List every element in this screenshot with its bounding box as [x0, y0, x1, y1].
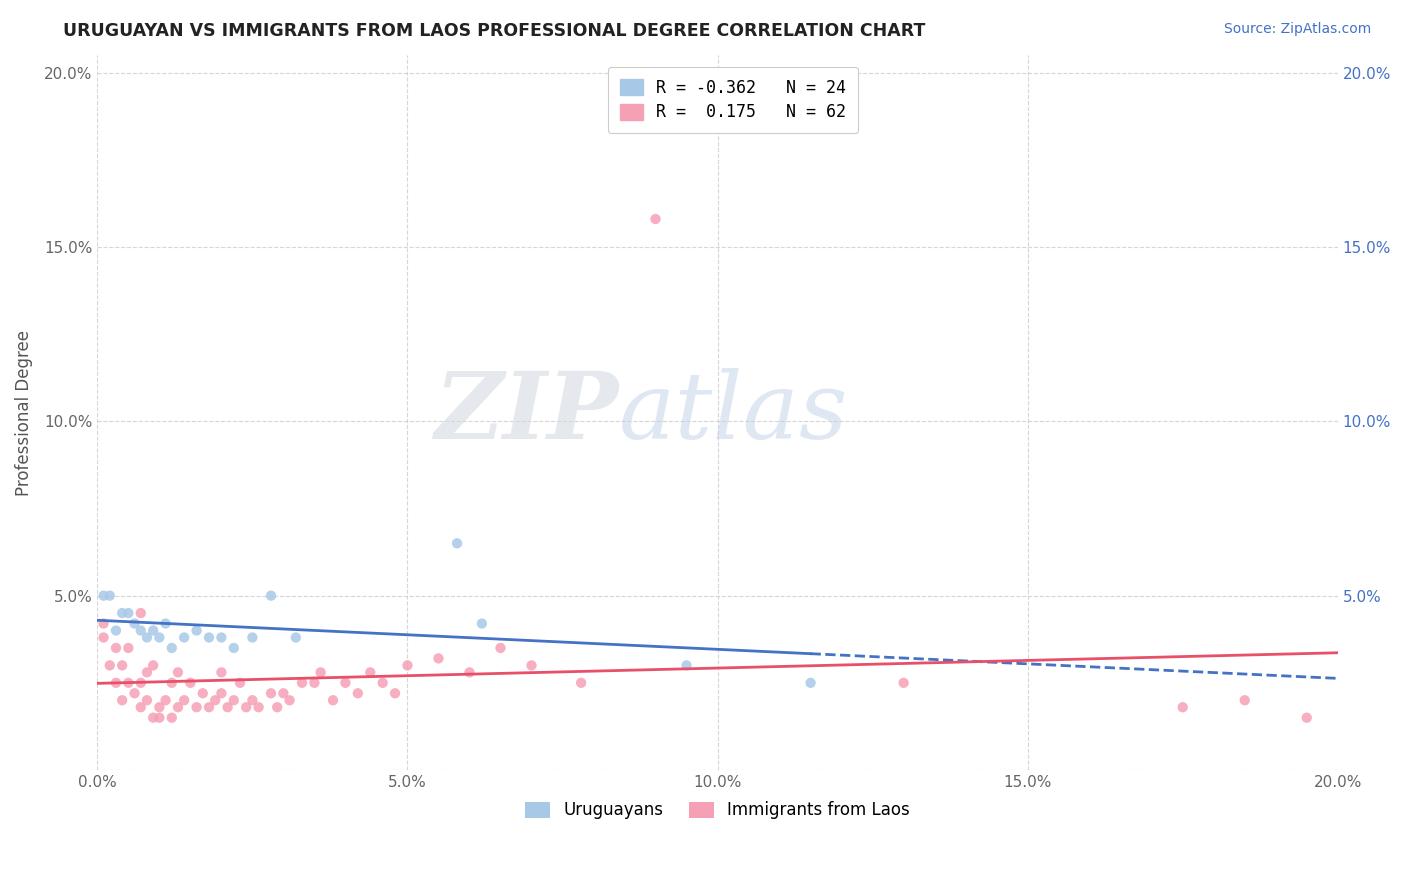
Legend: Uruguayans, Immigrants from Laos: Uruguayans, Immigrants from Laos — [519, 795, 917, 826]
Point — [446, 536, 468, 550]
Point — [186, 700, 208, 714]
Point — [273, 686, 295, 700]
Point — [242, 631, 264, 645]
Point — [124, 686, 146, 700]
Point — [209, 631, 232, 645]
Point — [129, 624, 152, 638]
Point — [371, 675, 394, 690]
Point — [304, 675, 326, 690]
Point — [800, 675, 823, 690]
Point — [198, 631, 221, 645]
Point — [222, 640, 245, 655]
Point — [129, 606, 152, 620]
Point — [260, 686, 283, 700]
Point — [217, 700, 239, 714]
Point — [155, 693, 177, 707]
Point — [155, 616, 177, 631]
Point — [142, 658, 165, 673]
Point — [198, 700, 221, 714]
Point — [117, 675, 139, 690]
Point — [111, 693, 134, 707]
Text: atlas: atlas — [619, 368, 848, 458]
Point — [675, 658, 697, 673]
Point — [1171, 700, 1194, 714]
Point — [148, 631, 170, 645]
Point — [179, 675, 201, 690]
Point — [235, 700, 257, 714]
Text: Source: ZipAtlas.com: Source: ZipAtlas.com — [1223, 22, 1371, 37]
Point — [893, 675, 915, 690]
Text: URUGUAYAN VS IMMIGRANTS FROM LAOS PROFESSIONAL DEGREE CORRELATION CHART: URUGUAYAN VS IMMIGRANTS FROM LAOS PROFES… — [63, 22, 925, 40]
Point — [1295, 711, 1317, 725]
Point — [124, 616, 146, 631]
Point — [111, 658, 134, 673]
Point — [136, 665, 159, 680]
Point — [142, 624, 165, 638]
Point — [167, 700, 190, 714]
Point — [644, 212, 666, 227]
Point — [242, 693, 264, 707]
Point — [104, 624, 127, 638]
Point — [222, 693, 245, 707]
Point — [142, 711, 165, 725]
Point — [186, 624, 208, 638]
Point — [148, 711, 170, 725]
Point — [427, 651, 450, 665]
Point — [191, 686, 214, 700]
Point — [260, 589, 283, 603]
Point — [204, 693, 226, 707]
Point — [117, 606, 139, 620]
Point — [384, 686, 406, 700]
Point — [104, 640, 127, 655]
Point — [98, 658, 121, 673]
Point — [209, 686, 232, 700]
Point — [129, 700, 152, 714]
Text: ZIP: ZIP — [434, 368, 619, 458]
Point — [160, 711, 183, 725]
Point — [396, 658, 419, 673]
Point — [93, 589, 115, 603]
Point — [1233, 693, 1256, 707]
Point — [93, 616, 115, 631]
Point — [160, 675, 183, 690]
Point — [167, 665, 190, 680]
Point — [520, 658, 543, 673]
Point — [209, 665, 232, 680]
Point — [335, 675, 357, 690]
Point — [111, 606, 134, 620]
Point — [266, 700, 288, 714]
Point — [117, 640, 139, 655]
Point — [458, 665, 481, 680]
Point — [278, 693, 301, 707]
Point — [104, 675, 127, 690]
Point — [309, 665, 332, 680]
Point — [322, 693, 344, 707]
Point — [284, 631, 307, 645]
Point — [148, 700, 170, 714]
Point — [569, 675, 592, 690]
Point — [359, 665, 381, 680]
Point — [291, 675, 314, 690]
Point — [471, 616, 494, 631]
Point — [93, 631, 115, 645]
Point — [489, 640, 512, 655]
Y-axis label: Professional Degree: Professional Degree — [15, 329, 32, 496]
Point — [247, 700, 270, 714]
Point — [173, 631, 195, 645]
Point — [136, 631, 159, 645]
Point — [229, 675, 252, 690]
Point — [98, 589, 121, 603]
Point — [173, 693, 195, 707]
Point — [347, 686, 370, 700]
Point — [160, 640, 183, 655]
Point — [136, 693, 159, 707]
Point — [129, 675, 152, 690]
